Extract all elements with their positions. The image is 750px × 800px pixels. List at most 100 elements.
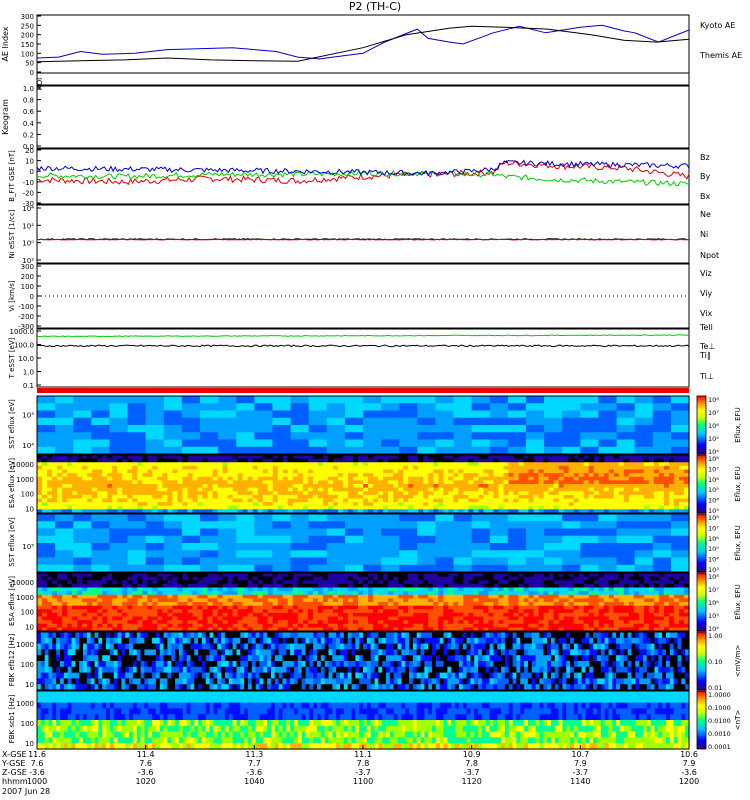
spectrogram-cell [583,476,590,481]
spectrogram-cell [172,494,179,500]
spectrogram-cell [62,587,68,592]
spectrogram-cell [363,509,369,514]
spectrogram-cell [317,587,324,592]
spectrogram-cell [87,473,93,478]
spectrogram-cell [558,455,565,460]
spectrogram-cell [337,498,344,503]
spectrogram-cell [63,655,69,662]
spectrogram-cell [670,521,690,530]
spectrogram-cell [448,491,454,496]
spectrogram-cell [62,473,68,478]
spectrogram-cell [302,587,309,592]
spectrogram-cell [408,480,414,485]
spectrogram-cell [42,476,48,481]
spectrogram-cell [648,476,655,481]
spectrogram-cell [227,502,234,507]
spectrogram-cell [73,550,92,559]
spectrogram-cell [568,598,575,603]
spectrogram-cell [187,598,194,603]
spectrogram-cell [157,609,163,614]
spectrogram-cell [493,594,500,599]
spectrogram-cell [132,494,138,500]
spectrogram-cell [277,469,284,474]
spectrogram-cell [262,462,269,467]
spectrogram-cell [573,612,580,618]
spectrogram-cell [109,521,129,530]
spectrogram-cell [217,591,224,596]
spectrogram-cell [498,591,505,596]
spectrogram-cell [197,455,204,460]
spectrogram-cell [678,469,685,474]
spectrogram-cell [297,594,304,599]
spectrogram-cell [658,480,665,485]
spectrogram-cell [448,455,454,460]
spectrogram-cell [643,583,650,589]
spectrogram-cell [608,609,615,614]
spectrogram-cell [683,573,690,578]
legend-viy: Viy [700,289,713,298]
spectrogram-cell [580,410,600,419]
spectrogram-cell [558,587,565,592]
spectrogram-cell [428,458,434,463]
spectrogram-cell [663,612,670,618]
spectrogram-cell [423,487,429,492]
spectrogram-cell [544,543,563,551]
spectrogram-cell [393,505,399,510]
spectrogram-cell [357,620,364,625]
spectrogram-cell [603,616,610,621]
spectrogram-cell [553,598,560,603]
spectrogram-cell [87,573,93,578]
spectrogram-cell [62,476,68,481]
spectrogram-cell [593,458,600,463]
spectrogram-cell [167,620,174,625]
spectrogram-cell [448,462,454,467]
spectrogram-cell [52,587,58,592]
spectrogram-cell [471,521,491,530]
spectrogram-cell [267,598,274,603]
spectrogram-cell [598,514,618,522]
density-tick-label: 10⁰ [22,240,34,248]
spectrogram-cell [342,487,349,492]
spectrogram-cell [167,484,174,489]
spectrogram-cell [157,476,163,481]
spectrogram-cell [232,455,239,460]
spectrogram-cell [236,514,255,522]
spectrogram-cell [344,396,364,404]
spectrogram-cell [503,616,510,621]
spectrogram-cell [132,605,138,610]
spectrogram-cell [658,598,665,603]
legend-bx: Bx [700,192,710,201]
spectrogram-cell [222,458,229,463]
spectrogram-cell [613,573,620,578]
spectrogram-cell [543,587,550,592]
spectrogram-cell [142,616,148,621]
spectrogram-cell [428,498,434,503]
spectrogram-cell [483,616,489,621]
spectrogram-cell [177,620,184,625]
spectrogram-cell [44,678,50,685]
spectrogram-cell [643,465,650,471]
spectrogram-cell [408,494,414,500]
spectrogram-cell [347,469,354,474]
spectrogram-cell [563,491,570,496]
spectrogram-cell [207,473,214,478]
spectrogram-cell [42,458,48,463]
spectrogram-cell [312,480,319,485]
spectrogram-cell [182,502,189,507]
spectrogram-cell [212,623,219,628]
spectrogram-cell [142,484,148,489]
spectrogram-cell [403,473,409,478]
spectrogram-cell [312,476,319,481]
spectrogram-cell [202,602,209,607]
spectrogram-cell [222,498,229,503]
spectrogram-cell [508,591,515,596]
spectrogram-cell [583,455,590,460]
spectrogram-cell [197,484,204,489]
spectrogram-cell [77,476,83,481]
spectrogram-cell [508,473,515,478]
spectrogram-cell [87,505,93,510]
spectrogram-cell [668,602,675,607]
spectrogram-cell [453,403,473,412]
spectrogram-cell [332,627,339,632]
